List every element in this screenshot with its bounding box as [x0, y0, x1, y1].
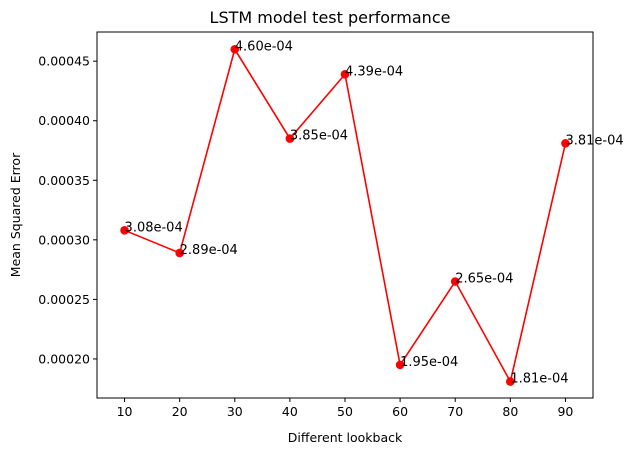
- y-tick-label: 0.00025: [38, 292, 90, 307]
- data-label: 4.60e-04: [235, 39, 293, 54]
- y-axis-label: Mean Squared Error: [8, 152, 23, 277]
- x-tick-label: 70: [447, 404, 463, 419]
- chart-title: LSTM model test performance: [210, 8, 451, 27]
- x-tick-label: 80: [502, 404, 518, 419]
- data-label: 4.39e-04: [345, 64, 403, 79]
- x-tick-label: 30: [227, 404, 243, 419]
- data-point: [561, 139, 570, 148]
- y-tick-label: 0.00020: [38, 351, 90, 366]
- plot-area: 3.08e-04 2.89e-04 4.60e-04 3.85e-04 4.39e-04…: [120, 39, 624, 387]
- data-point: [230, 44, 240, 54]
- data-point: [450, 277, 460, 286]
- data-label: 3.81e-04: [565, 133, 623, 148]
- x-tick-label: 50: [337, 404, 353, 419]
- data-label: 1.81e-04: [510, 372, 568, 387]
- data-point: [120, 226, 129, 235]
- x-tick-label: 90: [557, 404, 573, 419]
- data-point: [395, 360, 405, 370]
- y-tick-label: 0.00040: [38, 113, 90, 128]
- data-label: 2.89e-04: [180, 243, 238, 258]
- data-label: 2.65e-04: [455, 272, 513, 287]
- x-tick-label: 60: [392, 404, 408, 419]
- x-tick-label: 40: [282, 404, 298, 419]
- data-point: [340, 69, 350, 79]
- data-point: [175, 248, 184, 258]
- data-label: 3.85e-04: [290, 129, 348, 144]
- y-tick-label: 0.00030: [38, 232, 90, 247]
- x-axis-label: Different lookback: [288, 430, 403, 445]
- series-line: [124, 47, 567, 384]
- y-tick-label: 0.00045: [38, 54, 90, 69]
- data-label: 1.95e-04: [400, 355, 458, 370]
- y-tick-label: 0.00035: [38, 173, 90, 188]
- x-tick-label: 10: [117, 404, 133, 419]
- x-tick-label: 20: [172, 404, 188, 419]
- data-point: [285, 134, 295, 143]
- data-point: [506, 377, 515, 386]
- data-label: 3.08e-04: [125, 220, 183, 235]
